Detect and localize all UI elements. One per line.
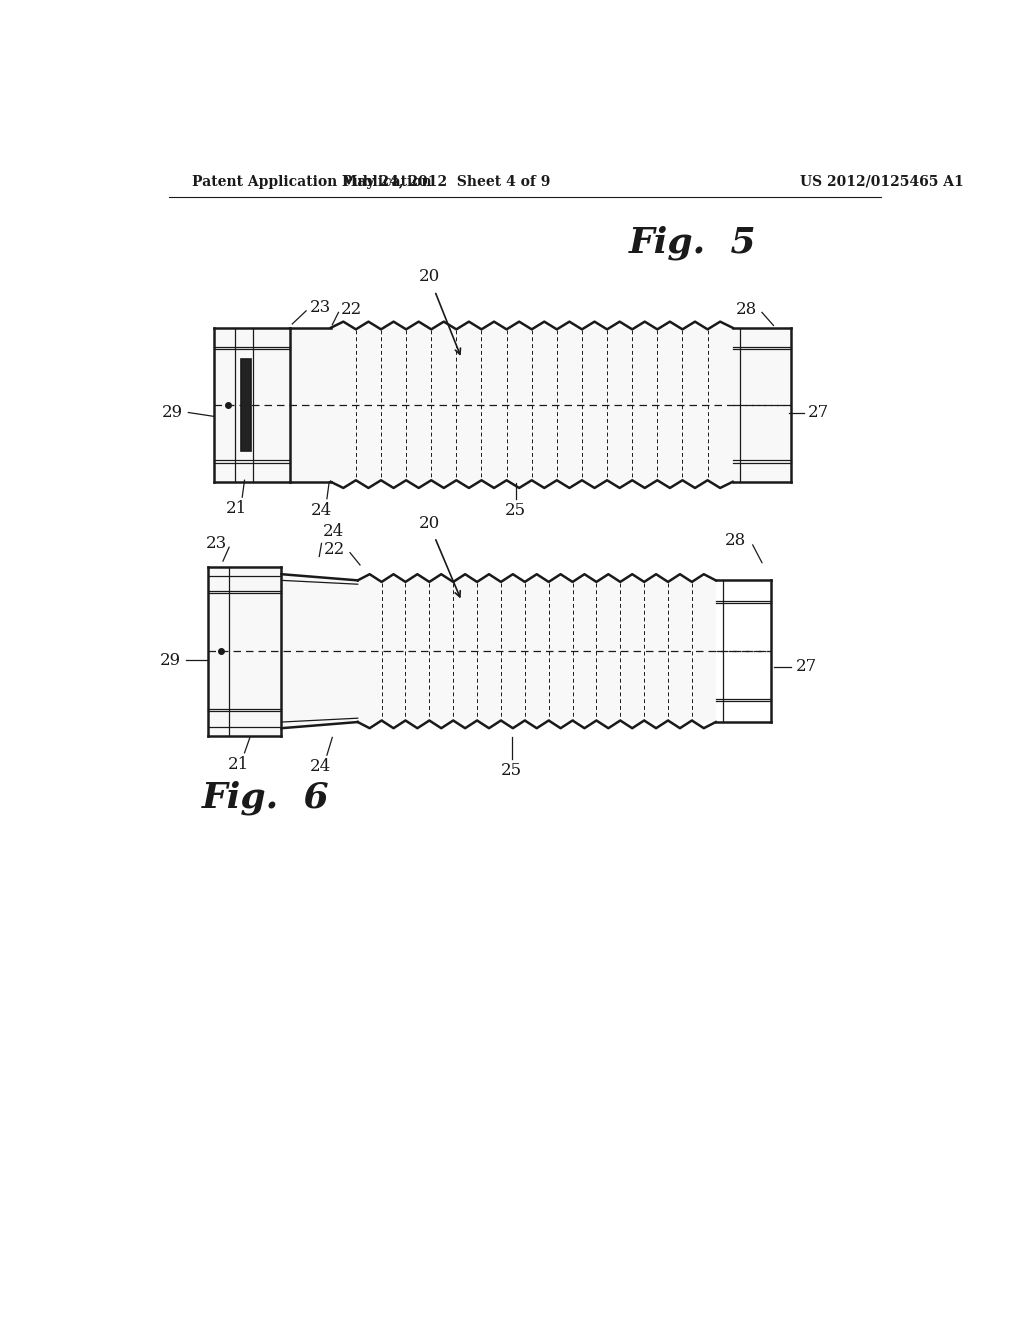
Text: 25: 25 — [501, 762, 522, 779]
Text: 21: 21 — [226, 500, 248, 517]
Text: US 2012/0125465 A1: US 2012/0125465 A1 — [801, 174, 965, 189]
Text: 20: 20 — [419, 268, 440, 285]
Bar — [241, 359, 252, 451]
Text: 24: 24 — [323, 523, 344, 540]
Text: 21: 21 — [227, 756, 249, 774]
Text: Fig.  6: Fig. 6 — [202, 780, 329, 814]
Text: 25: 25 — [505, 502, 526, 519]
Text: 22: 22 — [324, 541, 345, 558]
Text: 23: 23 — [206, 535, 226, 552]
Bar — [208, 566, 282, 737]
Text: 24: 24 — [310, 758, 332, 775]
Text: Patent Application Publication: Patent Application Publication — [193, 174, 432, 189]
Text: Fig.  5: Fig. 5 — [629, 226, 757, 260]
Bar — [214, 327, 792, 482]
Text: 20: 20 — [419, 515, 440, 532]
Text: 27: 27 — [796, 659, 817, 675]
Text: 24: 24 — [311, 502, 332, 519]
Text: May 24, 2012  Sheet 4 of 9: May 24, 2012 Sheet 4 of 9 — [342, 174, 551, 189]
Text: 23: 23 — [310, 300, 331, 317]
Bar — [357, 581, 716, 722]
Text: 28: 28 — [736, 301, 758, 318]
Text: 27: 27 — [808, 404, 829, 421]
Text: 28: 28 — [725, 532, 746, 549]
Polygon shape — [282, 574, 357, 729]
Text: 29: 29 — [162, 404, 183, 421]
Text: 29: 29 — [160, 652, 181, 669]
Text: 22: 22 — [341, 301, 362, 318]
